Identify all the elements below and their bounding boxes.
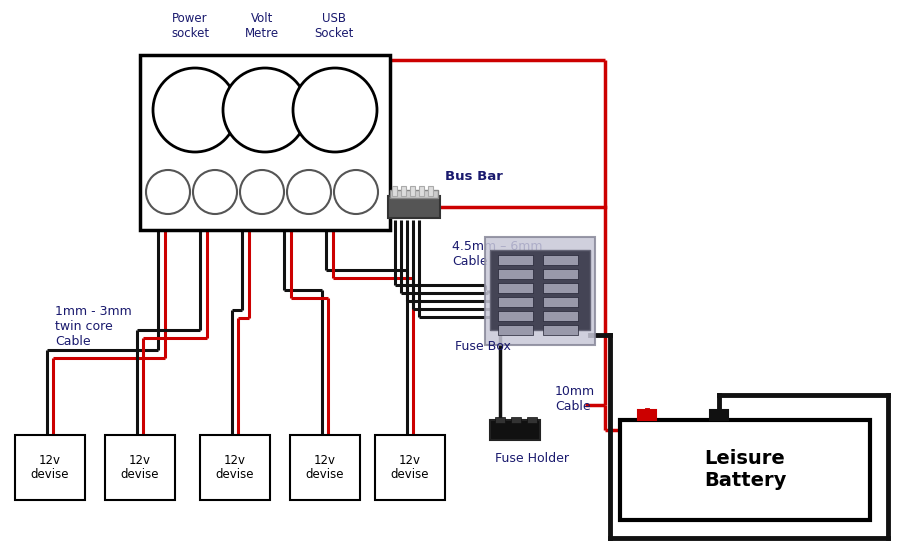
Bar <box>498 311 533 321</box>
Circle shape <box>192 170 237 214</box>
Text: Bus Bar: Bus Bar <box>444 170 502 183</box>
Circle shape <box>293 68 377 152</box>
Bar <box>200 435 270 500</box>
Bar <box>495 417 505 423</box>
Bar <box>498 269 533 279</box>
Bar <box>543 269 577 279</box>
Circle shape <box>146 170 190 214</box>
Circle shape <box>333 170 377 214</box>
Bar <box>489 420 539 440</box>
Bar <box>498 297 533 307</box>
Bar <box>619 420 869 520</box>
Text: USB
Socket: USB Socket <box>314 12 353 40</box>
Bar <box>418 186 424 196</box>
Circle shape <box>286 170 330 214</box>
Bar <box>105 435 175 500</box>
Bar <box>638 410 656 420</box>
Text: 4.5mm – 6mm
Cable: 4.5mm – 6mm Cable <box>452 240 542 268</box>
Bar <box>543 311 577 321</box>
Bar <box>498 325 533 335</box>
Circle shape <box>153 68 237 152</box>
Text: Power
socket: Power socket <box>171 12 209 40</box>
Bar <box>485 237 594 345</box>
Text: Volt
Metre: Volt Metre <box>245 12 279 40</box>
Text: 12v
devise: 12v devise <box>390 454 429 481</box>
Text: 12v
devise: 12v devise <box>121 454 159 481</box>
Bar <box>543 255 577 265</box>
Text: 10mm
Cable: 10mm Cable <box>554 385 594 413</box>
Text: Leisure
Battery: Leisure Battery <box>703 449 786 491</box>
Bar <box>140 55 389 230</box>
Bar <box>709 410 727 420</box>
Bar <box>375 435 444 500</box>
Text: 12v
devise: 12v devise <box>31 454 70 481</box>
Bar <box>387 196 440 218</box>
Bar <box>389 190 438 198</box>
Bar <box>543 297 577 307</box>
Text: 12v
devise: 12v devise <box>305 454 344 481</box>
Bar <box>498 283 533 293</box>
Bar <box>543 283 577 293</box>
Bar <box>392 186 396 196</box>
Bar <box>290 435 359 500</box>
Bar <box>410 186 414 196</box>
Text: Fuse Box: Fuse Box <box>454 340 510 353</box>
Text: 1mm - 3mm
twin core
Cable: 1mm - 3mm twin core Cable <box>55 305 132 348</box>
Text: 12v
devise: 12v devise <box>216 454 254 481</box>
Bar <box>543 325 577 335</box>
Text: Fuse Holder: Fuse Holder <box>495 452 568 465</box>
Bar <box>498 255 533 265</box>
Bar <box>526 417 536 423</box>
Bar <box>15 435 85 500</box>
Bar <box>510 417 520 423</box>
Circle shape <box>223 68 307 152</box>
Bar <box>427 186 433 196</box>
Bar <box>489 250 590 330</box>
Circle shape <box>239 170 284 214</box>
Bar <box>401 186 405 196</box>
